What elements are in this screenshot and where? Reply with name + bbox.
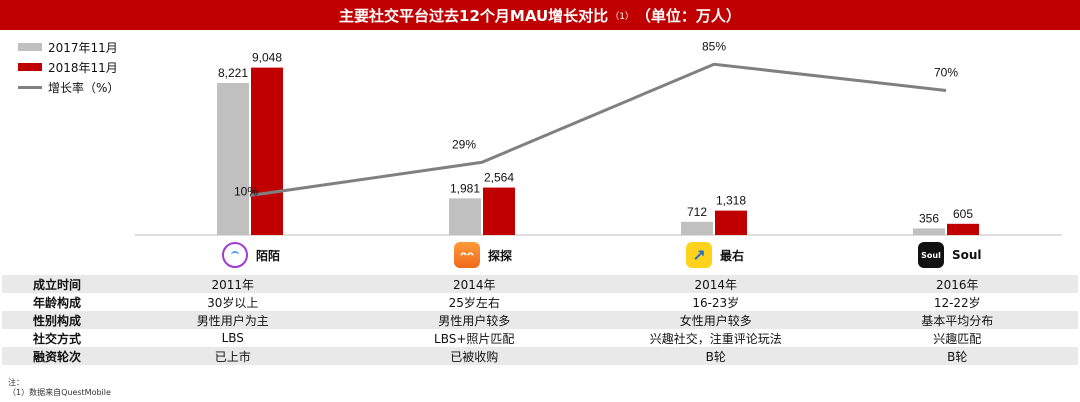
table-cell: 2014年: [353, 275, 595, 293]
table-cell: B轮: [836, 347, 1078, 365]
table-row-social: 社交方式 LBS LBS+照片匹配 兴趣社交，注重评论玩法 兴趣匹配: [2, 329, 1078, 347]
legend-item-2018: 2018年11月: [18, 57, 119, 77]
row-header: 性别构成: [2, 311, 112, 329]
table-cell: LBS: [221, 331, 244, 345]
bar-2017-2: [681, 221, 713, 235]
table-cell: 25岁左右: [448, 295, 500, 310]
chart-legend: 2017年11月 2018年11月 增长率（%）: [18, 37, 119, 97]
chart-title-unit: （单位：万人）: [635, 6, 741, 25]
table-row-founded: 成立时间 2011年 2014年 2014年 2016年: [2, 275, 1078, 293]
table-cell: 男性用户为主: [112, 311, 354, 329]
soul-icon: Soul: [918, 242, 944, 268]
app-label-zuiyou: ↗ 最右: [686, 242, 744, 268]
bar-2017-0: [217, 82, 249, 235]
app-label-tantan: ᴖᴖ 探探: [454, 242, 512, 268]
bar-2017-3: [913, 228, 945, 235]
growth-label: 85%: [702, 39, 726, 53]
app-name-tantan: 探探: [488, 248, 513, 263]
growth-label: 10%: [234, 185, 258, 199]
table-cell: 女性用户较多: [595, 311, 837, 329]
data-label: 2,564: [484, 171, 514, 185]
table-cell: 12-22岁: [933, 295, 981, 310]
chart-title-bar: 主要社交平台过去12个月MAU增长对比 （1） （单位：万人）: [0, 0, 1080, 30]
app-label-momo: 陌陌: [222, 242, 280, 268]
row-header: 成立时间: [2, 275, 112, 293]
table-row-gender: 性别构成 男性用户为主 男性用户较多 女性用户较多 基本平均分布: [2, 311, 1078, 329]
table-cell: 16-23岁: [692, 295, 740, 310]
legend-label-growth: 增长率（%）: [48, 80, 120, 95]
row-header: 融资轮次: [2, 347, 112, 365]
table-cell: B轮: [595, 347, 837, 365]
momo-icon: [222, 242, 248, 268]
table-cell: 已被收购: [353, 347, 595, 365]
notes-label: 注：: [8, 378, 24, 387]
app-label-soul: Soul Soul: [918, 242, 982, 268]
app-name-momo: 陌陌: [256, 248, 281, 263]
data-label: 8,221: [218, 66, 248, 80]
table-cell: 兴趣匹配: [933, 331, 982, 346]
app-name-soul: Soul: [952, 248, 982, 262]
legend-swatch-2017: [18, 43, 42, 51]
table-row-age: 年龄构成 30岁以上 25岁左右 16-23岁 12-22岁: [2, 293, 1078, 311]
row-header: 社交方式: [32, 331, 81, 346]
platform-info-table: 成立时间 2011年 2014年 2014年 2016年 年龄构成 30岁以上 …: [2, 275, 1078, 365]
legend-item-2017: 2017年11月: [18, 37, 119, 57]
data-label: 712: [687, 205, 707, 219]
table-cell: 2016年: [836, 275, 1078, 293]
table-cell: 男性用户较多: [353, 311, 595, 329]
chart-title: 主要社交平台过去12个月MAU增长对比: [339, 6, 609, 25]
table-cell: LBS+照片匹配: [434, 331, 515, 346]
growth-label: 29%: [452, 137, 476, 151]
table-cell: 2011年: [112, 275, 354, 293]
bar-2018-2: [715, 210, 747, 235]
legend-label-2018: 2018年11月: [48, 60, 118, 75]
table-row-funding: 融资轮次 已上市 已被收购 B轮 B轮: [2, 347, 1078, 365]
data-label: 356: [919, 211, 939, 225]
bar-2017-1: [449, 198, 481, 235]
app-name-zuiyou: 最右: [720, 248, 745, 263]
zuiyou-icon: ↗: [686, 242, 712, 268]
footnotes: 注： （1）数据来自QuestMobile: [8, 378, 111, 398]
table-cell: 2014年: [595, 275, 837, 293]
legend-swatch-growth: [18, 85, 42, 89]
data-label: 605: [953, 207, 973, 221]
table-cell: 基本平均分布: [836, 311, 1078, 329]
table-cell: 兴趣社交，注重评论玩法: [649, 331, 782, 346]
chart-title-footnote: （1）: [610, 11, 634, 22]
mau-bar-chart: 8,221 1,981 712 356 9,048 2,564 1,318 605 10% 29%…: [135, 39, 1062, 236]
table-cell: 30岁以上: [207, 295, 259, 310]
legend-swatch-2018: [18, 63, 42, 71]
bar-2018-3: [947, 223, 979, 235]
row-header: 年龄构成: [32, 295, 81, 310]
data-label: 1,318: [716, 194, 746, 208]
data-label: 1,981: [450, 181, 480, 195]
bar-2018-0: [251, 67, 283, 235]
tantan-icon: ᴖᴖ: [454, 242, 480, 268]
data-label: 9,048: [252, 51, 282, 65]
growth-label: 70%: [934, 66, 958, 80]
bar-2018-1: [483, 187, 515, 235]
notes-source: （1）数据来自QuestMobile: [8, 388, 111, 397]
legend-item-growth: 增长率（%）: [18, 77, 119, 97]
table-cell: 已上市: [112, 347, 354, 365]
legend-label-2017: 2017年11月: [48, 40, 118, 55]
growth-rate-line: [249, 62, 947, 197]
